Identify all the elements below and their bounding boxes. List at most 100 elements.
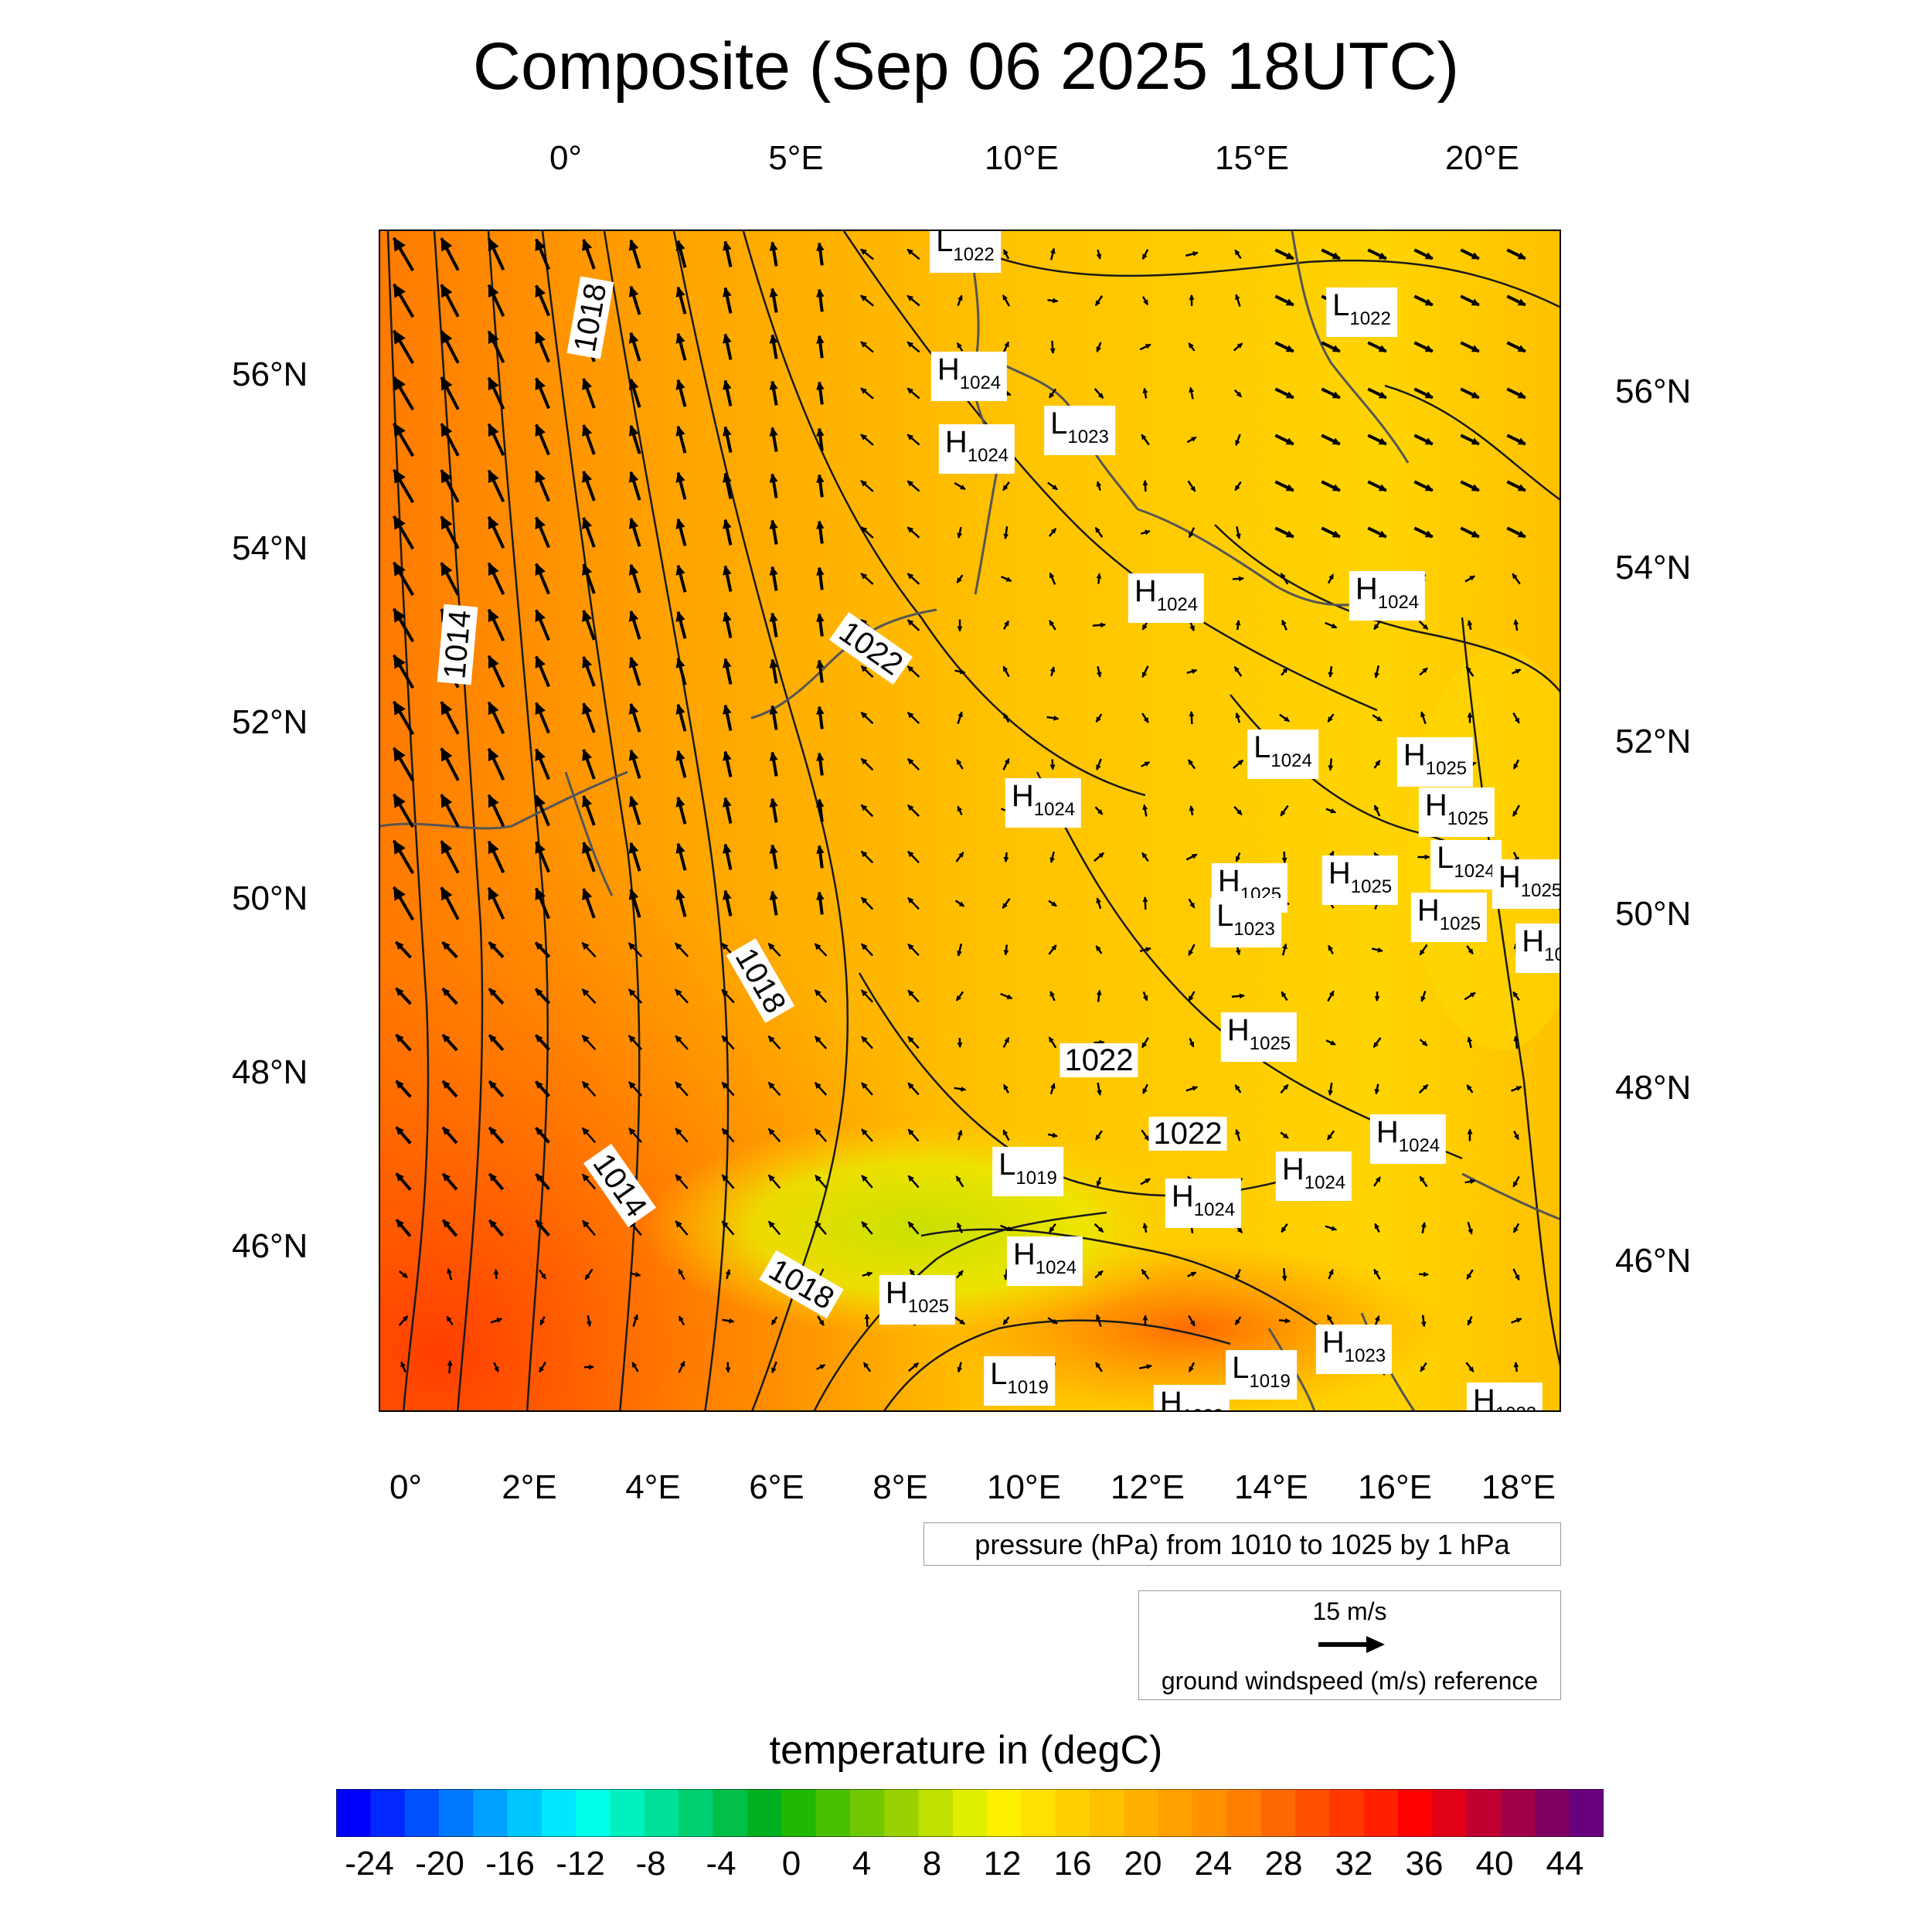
wind-arrow-head bbox=[393, 607, 406, 623]
wind-arrow-head bbox=[910, 1268, 915, 1275]
colorbar-swatch bbox=[1226, 1789, 1262, 1837]
wind-arrow-head bbox=[1003, 713, 1009, 719]
wind-arrow-head bbox=[957, 1270, 964, 1277]
wind-arrow-head bbox=[767, 1035, 775, 1043]
wind-arrow-head bbox=[442, 1080, 451, 1089]
wind-arrow-head bbox=[393, 886, 406, 901]
pressure-center-low: L1022 bbox=[930, 231, 1001, 273]
right-lat-label: 56°N bbox=[1615, 372, 1692, 410]
wind-arrow-head bbox=[488, 562, 499, 577]
wind-arrow-head bbox=[1004, 757, 1009, 764]
colorbar-tick-label: -8 bbox=[635, 1845, 666, 1883]
wind-arrow-head bbox=[1096, 672, 1102, 678]
wind-arrow-head bbox=[957, 342, 962, 349]
wind-arrow-head bbox=[860, 294, 867, 301]
wind-arrow-head bbox=[1236, 533, 1241, 539]
pressure-center-high: H1024 bbox=[1128, 573, 1205, 623]
top-lon-label: 5°E bbox=[768, 139, 824, 177]
wind-arrow-head bbox=[535, 702, 546, 715]
wind-arrow-head bbox=[1234, 1084, 1240, 1090]
wind-arrow-head bbox=[1144, 761, 1151, 767]
wind-arrow-head bbox=[1239, 993, 1246, 999]
wind-arrow-head bbox=[1236, 1227, 1243, 1233]
wind-arrow-head bbox=[725, 1367, 731, 1373]
wind-arrow-head bbox=[957, 711, 963, 718]
wind-arrow-head bbox=[393, 283, 406, 298]
wind-arrow-head bbox=[628, 702, 639, 715]
colorbar-swatch bbox=[952, 1789, 988, 1837]
wind-arrow-head bbox=[488, 655, 499, 669]
wind-arrow-head bbox=[957, 1222, 962, 1229]
wind-reference-speed: 15 m/s bbox=[1312, 1597, 1387, 1625]
wind-arrow-head bbox=[913, 1362, 920, 1369]
wind-arrow-head bbox=[816, 752, 825, 761]
wind-arrow-head bbox=[535, 609, 546, 622]
wind-arrow-head bbox=[1141, 1268, 1147, 1275]
wind-arrow-head bbox=[769, 287, 778, 298]
colorbar-swatch bbox=[815, 1789, 851, 1837]
bottom-lon-label: 16°E bbox=[1358, 1468, 1432, 1506]
wind-arrow-head bbox=[1471, 252, 1480, 260]
top-lon-label: 20°E bbox=[1445, 139, 1519, 177]
wind-arrow-head bbox=[1376, 716, 1383, 722]
right-lat-label: 52°N bbox=[1615, 723, 1692, 760]
weather-map[interactable]: 1018 1022 1014 1018 1022 1022 1014 1018 … bbox=[379, 230, 1561, 1412]
colorbar-tick-label: 32 bbox=[1335, 1845, 1373, 1883]
wind-arrow-head bbox=[860, 341, 867, 348]
wind-arrow-head bbox=[1517, 298, 1526, 306]
wind-arrow-head bbox=[584, 1274, 590, 1281]
wind-arrow-head bbox=[634, 1271, 641, 1277]
wind-arrow-head bbox=[582, 749, 593, 761]
wind-arrow-head bbox=[1281, 619, 1287, 626]
wind-arrow-head bbox=[488, 886, 499, 901]
wind-arrow-head bbox=[488, 747, 499, 762]
pressure-center-high: H1025 bbox=[1418, 787, 1495, 837]
temperature-colorbar bbox=[336, 1789, 1604, 1837]
wind-arrow-head bbox=[1424, 252, 1434, 260]
wind-arrow-head bbox=[1188, 950, 1194, 957]
wind-arrow-head bbox=[1471, 484, 1480, 492]
wind-arrow-head bbox=[957, 294, 963, 301]
wind-arrow-head bbox=[628, 424, 639, 437]
wind-arrow-head bbox=[1141, 1042, 1148, 1049]
wind-arrow-head bbox=[393, 236, 406, 252]
contour-label: 1022 bbox=[1060, 1043, 1138, 1077]
wind-arrow-head bbox=[1327, 1315, 1332, 1321]
wind-arrow-head bbox=[1331, 623, 1338, 628]
wind-arrow-head bbox=[675, 703, 685, 715]
wind-arrow-head bbox=[861, 1175, 868, 1182]
wind-arrow-head bbox=[1189, 532, 1194, 539]
pressure-center-low: L1024 bbox=[1430, 840, 1502, 889]
wind-arrow-head bbox=[1424, 530, 1434, 538]
wind-arrow-head bbox=[959, 1319, 966, 1325]
wind-arrow-head bbox=[396, 1172, 404, 1182]
colorbar-tick-label: 44 bbox=[1546, 1845, 1584, 1883]
wind-arrow-head bbox=[1512, 1181, 1519, 1188]
wind-arrow-head bbox=[675, 750, 685, 761]
wind-arrow-head bbox=[393, 747, 406, 762]
wind-arrow-head bbox=[1141, 852, 1148, 859]
pressure-center-high: H1025 bbox=[1220, 1012, 1298, 1062]
wind-arrow-head bbox=[1378, 391, 1387, 399]
wind-arrow-head bbox=[861, 1036, 868, 1043]
wind-arrow-head bbox=[1517, 484, 1526, 492]
left-lat-label: 52°N bbox=[232, 703, 308, 741]
wind-arrow-head bbox=[582, 239, 593, 251]
wind-arrow-head bbox=[1095, 526, 1100, 533]
wind-arrow-head bbox=[1378, 252, 1387, 260]
wind-arrow-head bbox=[958, 852, 964, 858]
wind-arrow-head bbox=[860, 573, 868, 580]
wind-arrow-head bbox=[907, 1128, 914, 1136]
wind-arrow-head bbox=[1377, 947, 1383, 953]
wind-arrow-head bbox=[1419, 949, 1425, 956]
pressure-center-high: H1025 bbox=[1410, 893, 1488, 942]
wind-arrow-head bbox=[1281, 857, 1287, 864]
wind-arrow-head bbox=[1002, 485, 1009, 492]
wind-arrow-head bbox=[1188, 995, 1194, 1002]
wind-arrow-head bbox=[1050, 247, 1056, 254]
wind-arrow-head bbox=[1514, 717, 1520, 724]
wind-arrow-head bbox=[1049, 666, 1056, 672]
wind-arrow-head bbox=[1374, 804, 1379, 811]
wind-arrow-head bbox=[675, 1081, 682, 1089]
wind-arrow-head bbox=[1374, 1223, 1380, 1230]
